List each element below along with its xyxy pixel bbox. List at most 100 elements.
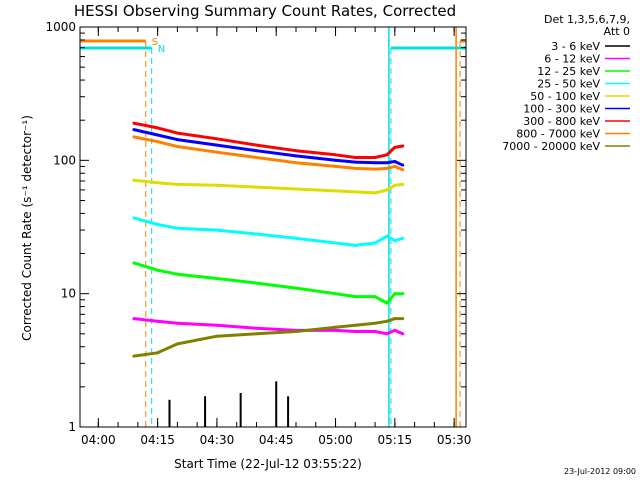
series-6-12-kev-point <box>254 326 258 330</box>
series-25-50-kev-point <box>401 236 405 240</box>
series-7000-20000-kev <box>132 317 405 358</box>
series-100-300-kev-point <box>254 149 258 153</box>
series-3-6-kev <box>168 381 290 427</box>
series-6-12-kev-point <box>334 328 338 332</box>
series-12-25-kev-point <box>294 286 298 290</box>
series-7000-20000-kev-point <box>373 321 377 325</box>
series-6-12-kev-point <box>132 317 136 321</box>
series-800-7000-kev-point <box>334 164 338 168</box>
series-25-50-kev-point <box>156 223 160 227</box>
series-25-50-kev-point <box>175 226 179 230</box>
series-12-25-kev-point <box>393 292 397 296</box>
series-800-7000-kev <box>132 135 405 172</box>
series-7000-20000-kev-point <box>254 332 258 336</box>
y-tick-label: 10 <box>61 287 76 301</box>
series-300-800-kev-point <box>132 121 136 125</box>
series-25-50-kev <box>132 216 405 247</box>
series-7000-20000-kev-point <box>401 317 405 321</box>
series-300-800-kev-point <box>215 137 219 141</box>
series-7000-20000-kev-point <box>294 330 298 334</box>
series-7000-20000-kev-point <box>156 351 160 355</box>
series-300-800-kev-point <box>294 149 298 153</box>
x-tick-label: 05:00 <box>318 433 353 447</box>
series-12-25-kev-point <box>353 295 357 299</box>
series-800-7000-kev-point <box>156 140 160 144</box>
series-50-100-kev-point <box>334 189 338 193</box>
series-800-7000-kev-point <box>373 167 377 171</box>
y-axis-label: Corrected Count Rate (s⁻¹ detector⁻¹) <box>20 115 34 341</box>
series-300-800-kev-point <box>401 144 405 148</box>
series-7000-20000-kev-point <box>353 323 357 327</box>
y-tick-label: 1 <box>68 420 76 434</box>
x-tick-label: 04:30 <box>200 433 235 447</box>
series-7000-20000-kev-point <box>385 319 389 323</box>
series-12-25-kev-point <box>334 292 338 296</box>
series-100-300-kev <box>132 128 405 167</box>
flag-N-label: N <box>158 44 165 55</box>
series-12-25-kev-line <box>133 261 403 305</box>
y-axis: 1 10 100 1000 <box>45 20 466 434</box>
series-12-25-kev-point <box>254 281 258 285</box>
legend-label: 6 - 12 keV <box>544 53 600 66</box>
series-100-300-kev-point <box>215 143 219 147</box>
series-300-800-kev-point <box>353 156 357 160</box>
series-6-12-kev-point <box>401 332 405 336</box>
series-7000-20000-kev-point <box>175 342 179 346</box>
series-50-100-kev-point <box>385 188 389 192</box>
series-50-100-kev-point <box>393 183 397 187</box>
series-12-25-kev-point <box>175 272 179 276</box>
series-25-50-kev-point <box>215 228 219 232</box>
series-50-100-kev-point <box>401 182 405 186</box>
series-300-800-kev-point <box>175 131 179 135</box>
series-6-12-kev-point <box>175 321 179 325</box>
series-300-800-kev-point <box>254 143 258 147</box>
x-axis-label: Start Time (22-Jul-12 03:55:22) <box>174 457 362 471</box>
series-50-100-kev-point <box>215 183 219 187</box>
series-25-50-kev-point <box>334 241 338 245</box>
series-800-7000-kev-point <box>401 168 405 172</box>
series-12-25-kev-point <box>373 295 377 299</box>
x-tick-label: 04:00 <box>81 433 116 447</box>
legend-label: 50 - 100 keV <box>530 90 600 103</box>
series-6-12-kev-point <box>373 330 377 334</box>
series-7000-20000-kev-point <box>393 317 397 321</box>
series-50-100-kev-point <box>353 190 357 194</box>
series-100-300-kev-point <box>353 160 357 164</box>
y-tick-label: 100 <box>53 153 76 167</box>
legend-label: 800 - 7000 keV <box>516 128 600 141</box>
series-25-50-kev-point <box>132 216 136 220</box>
series-25-50-kev-point <box>254 232 258 236</box>
chart-title: HESSI Observing Summary Count Rates, Cor… <box>74 2 456 20</box>
series-50-100-kev <box>132 178 405 195</box>
series-50-100-kev-line <box>133 178 403 195</box>
series-800-7000-kev-point <box>385 166 389 170</box>
series-800-7000-kev-point <box>254 156 258 160</box>
series-6-12-kev-point <box>215 323 219 327</box>
series-100-300-kev-point <box>393 160 397 164</box>
series-50-100-kev-point <box>175 182 179 186</box>
x-axis: 04:00 04:15 04:30 04:45 05:00 05:15 05:30 <box>81 27 471 447</box>
series-300-800-kev-point <box>373 156 377 160</box>
legend-label: 3 - 6 keV <box>551 40 600 53</box>
legend-label: 12 - 25 keV <box>537 65 600 78</box>
series-100-300-kev-point <box>132 128 136 132</box>
series-group <box>132 121 405 427</box>
legend-label: 300 - 800 keV <box>523 115 600 128</box>
x-tick-label: 05:30 <box>437 433 472 447</box>
series-100-300-kev-point <box>385 161 389 165</box>
series-25-50-kev-point <box>393 239 397 243</box>
series-300-800-kev-point <box>393 145 397 149</box>
series-7000-20000-kev-point <box>215 334 219 338</box>
series-300-800-kev-point <box>334 153 338 157</box>
legend-header: Det 1,3,5,6,7,9, <box>544 13 630 26</box>
series-50-100-kev-point <box>254 185 258 189</box>
series-6-12-kev-point <box>393 328 397 332</box>
series-25-50-kev-line <box>133 216 404 247</box>
series-100-300-kev-point <box>401 163 405 167</box>
series-300-800-kev-point <box>385 153 389 157</box>
timestamp: 23-Jul-2012 09:00 <box>564 467 636 476</box>
series-7000-20000-kev-point <box>334 325 338 329</box>
series-300-800-kev <box>132 121 405 160</box>
